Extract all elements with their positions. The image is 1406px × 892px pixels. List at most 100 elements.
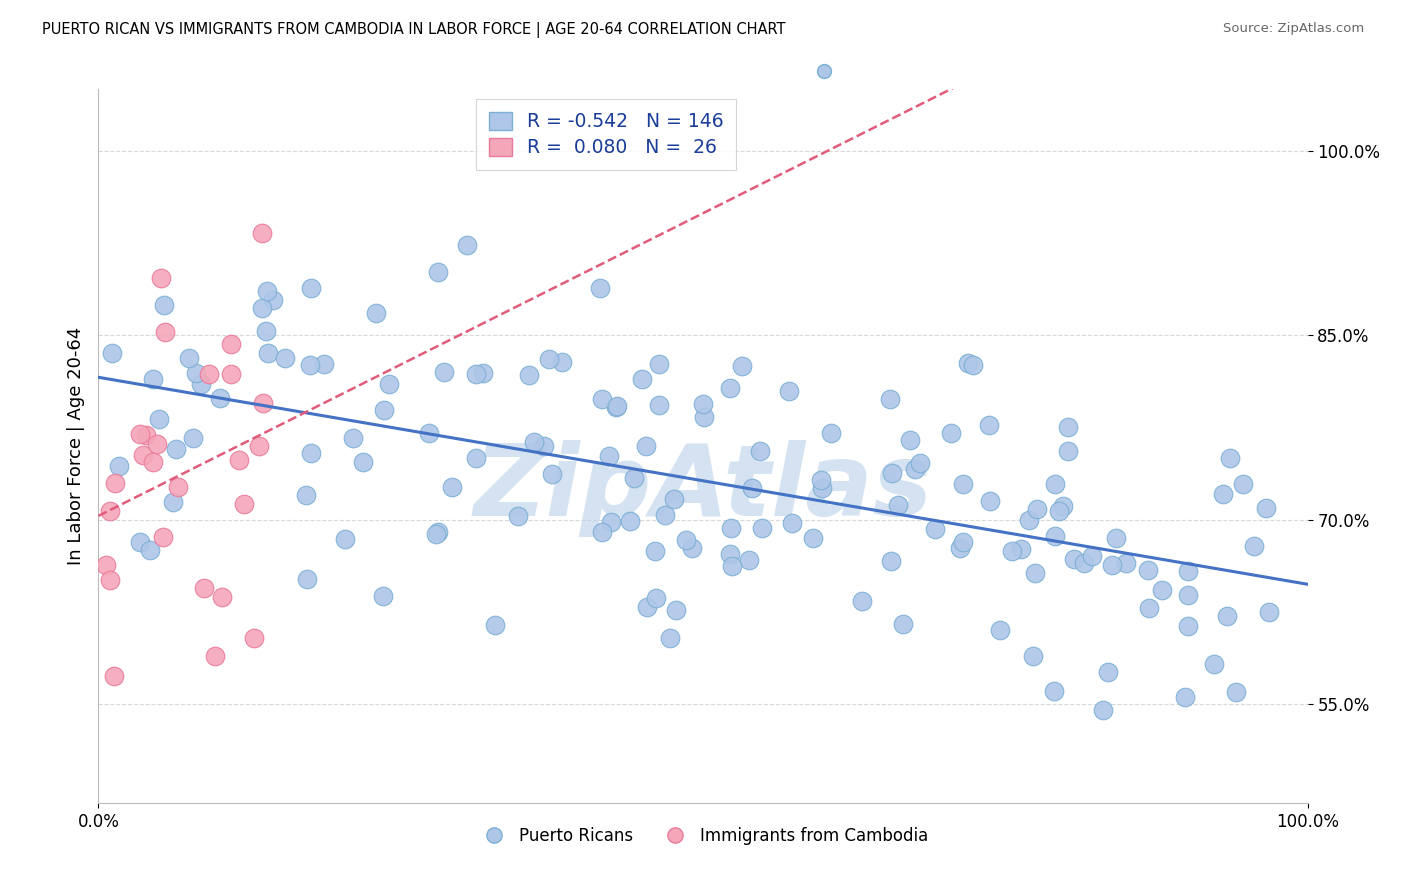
Point [659, 631, 682, 645]
Point [1024, 566, 1046, 581]
Point [373, 589, 395, 603]
Point [1073, 556, 1095, 570]
Point [898, 434, 921, 448]
Point [1174, 690, 1197, 705]
Point [880, 466, 903, 480]
Point [540, 467, 562, 481]
Y-axis label: In Labor Force | Age 20-64: In Labor Force | Age 20-64 [66, 326, 84, 566]
Point [257, 345, 280, 359]
Point [721, 558, 744, 573]
Point [1081, 549, 1104, 563]
Point [333, 532, 356, 546]
Point [274, 351, 297, 365]
Point [204, 648, 226, 663]
Point [952, 477, 974, 491]
Point [908, 456, 931, 470]
Point [675, 533, 697, 548]
Point [1056, 420, 1078, 434]
Point [1243, 539, 1265, 553]
Point [181, 431, 204, 445]
Point [98, 504, 121, 518]
Point [426, 265, 449, 279]
Point [1026, 501, 1049, 516]
Point [820, 425, 842, 440]
Point [1021, 649, 1043, 664]
Point [619, 514, 641, 528]
Point [891, 617, 914, 632]
Point [254, 324, 277, 338]
Point [538, 351, 561, 366]
Point [425, 527, 447, 541]
Point [1001, 544, 1024, 558]
Point [440, 480, 463, 494]
Point [456, 238, 478, 252]
Point [1219, 451, 1241, 466]
Point [644, 544, 666, 558]
Text: Source: ZipAtlas.com: Source: ZipAtlas.com [1223, 22, 1364, 36]
Point [252, 301, 274, 316]
Point [606, 399, 628, 413]
Point [298, 359, 321, 373]
Point [198, 367, 221, 381]
Point [294, 488, 316, 502]
Point [142, 372, 165, 386]
Point [551, 355, 574, 369]
Point [418, 426, 440, 441]
Point [949, 541, 972, 556]
Point [731, 359, 754, 373]
Point [135, 428, 157, 442]
Point [148, 411, 170, 425]
Point [165, 442, 187, 456]
Point [1225, 684, 1247, 698]
Point [523, 434, 546, 449]
Point [517, 368, 540, 383]
Point [681, 541, 703, 556]
Point [1177, 564, 1199, 578]
Point [591, 392, 613, 407]
Point [636, 439, 658, 453]
Point [427, 524, 450, 539]
Point [636, 599, 658, 614]
Point [741, 482, 763, 496]
Point [250, 226, 273, 240]
Point [342, 431, 364, 445]
Point [233, 497, 256, 511]
Point [1232, 476, 1254, 491]
Point [956, 356, 979, 370]
Point [190, 376, 212, 391]
Point [718, 381, 741, 395]
Point [373, 402, 395, 417]
Point [880, 554, 903, 568]
Point [1177, 619, 1199, 633]
Point [129, 426, 152, 441]
Point [506, 508, 529, 523]
Point [1010, 542, 1032, 557]
Point [252, 396, 274, 410]
Point [1150, 582, 1173, 597]
Point [129, 534, 152, 549]
Point [879, 392, 901, 406]
Point [98, 573, 121, 587]
Point [299, 446, 322, 460]
Point [1115, 556, 1137, 570]
Point [433, 365, 456, 379]
Point [364, 306, 387, 320]
Point [152, 298, 174, 312]
Point [167, 480, 190, 494]
Point [887, 498, 910, 512]
Point [1043, 529, 1066, 543]
Point [155, 325, 177, 339]
Point [600, 515, 623, 529]
Point [101, 345, 124, 359]
Point [1137, 601, 1160, 615]
Point [139, 542, 162, 557]
Point [142, 455, 165, 469]
Point [1177, 588, 1199, 602]
Point [108, 458, 131, 473]
Point [693, 410, 716, 425]
Point [665, 603, 688, 617]
Point [132, 448, 155, 462]
Point [648, 398, 671, 412]
Point [751, 521, 773, 535]
Point [630, 372, 652, 386]
